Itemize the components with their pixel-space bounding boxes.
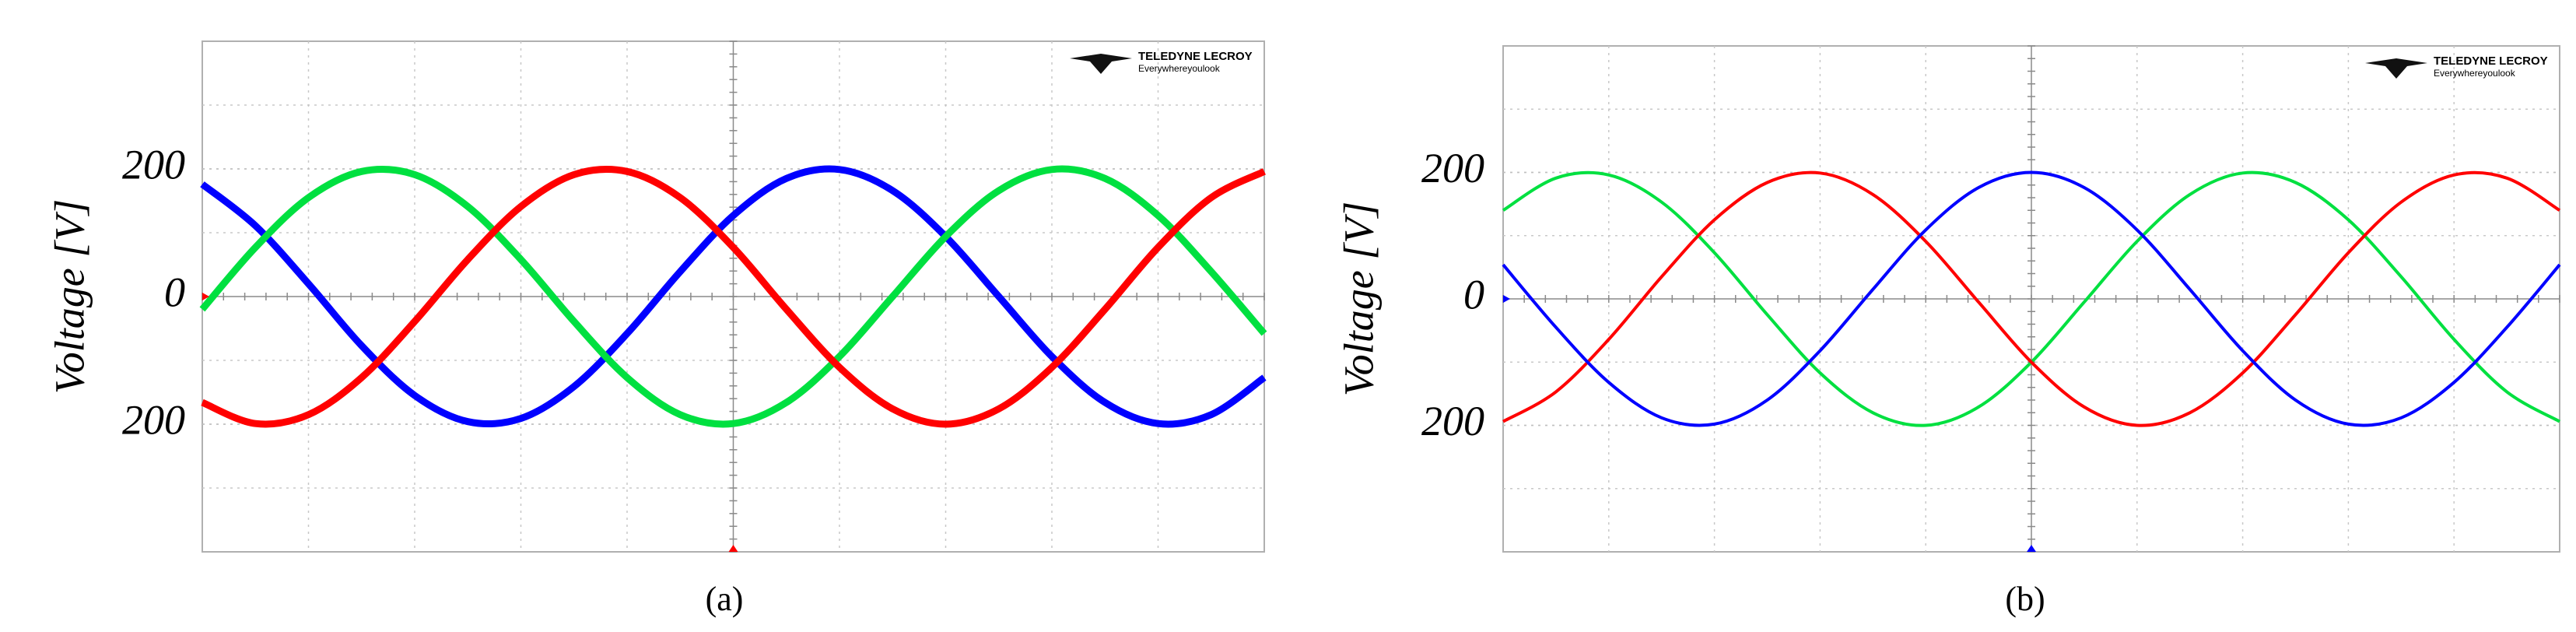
logo-icon xyxy=(2365,58,2427,79)
logo-slogan: Everywhereyoulook xyxy=(2434,68,2516,79)
y-tick-label: 0 xyxy=(1463,271,1484,318)
y-tick-label: 0 xyxy=(164,269,185,315)
y-axis-title: Voltage [V] xyxy=(1335,202,1382,397)
waveform xyxy=(199,165,1267,428)
y-tick-label: 200 xyxy=(122,396,185,443)
logo-slogan: Everywhereyoulook xyxy=(1138,63,1221,74)
caption: (a) xyxy=(706,580,744,618)
y-tick-label: 200 xyxy=(122,141,185,188)
y-tick-label: 200 xyxy=(1421,145,1484,191)
y-tick-label: 200 xyxy=(1421,398,1484,444)
logo-brand: TELEDYNE LECROY xyxy=(1138,50,1253,63)
level-marker xyxy=(1503,295,1510,303)
waveform xyxy=(200,165,1267,428)
logo-brand: TELEDYNE LECROY xyxy=(2434,54,2548,68)
y-axis-title: Voltage [V] xyxy=(46,199,93,395)
caption: (b) xyxy=(2005,580,2045,618)
trigger-marker xyxy=(2027,545,2036,552)
logo-icon xyxy=(1070,54,1132,74)
waveform xyxy=(1502,170,2561,427)
level-marker xyxy=(202,293,209,300)
waveform xyxy=(201,166,1266,428)
waveform xyxy=(1502,170,2560,427)
waveform xyxy=(1502,170,2561,427)
trigger-marker xyxy=(728,545,738,552)
